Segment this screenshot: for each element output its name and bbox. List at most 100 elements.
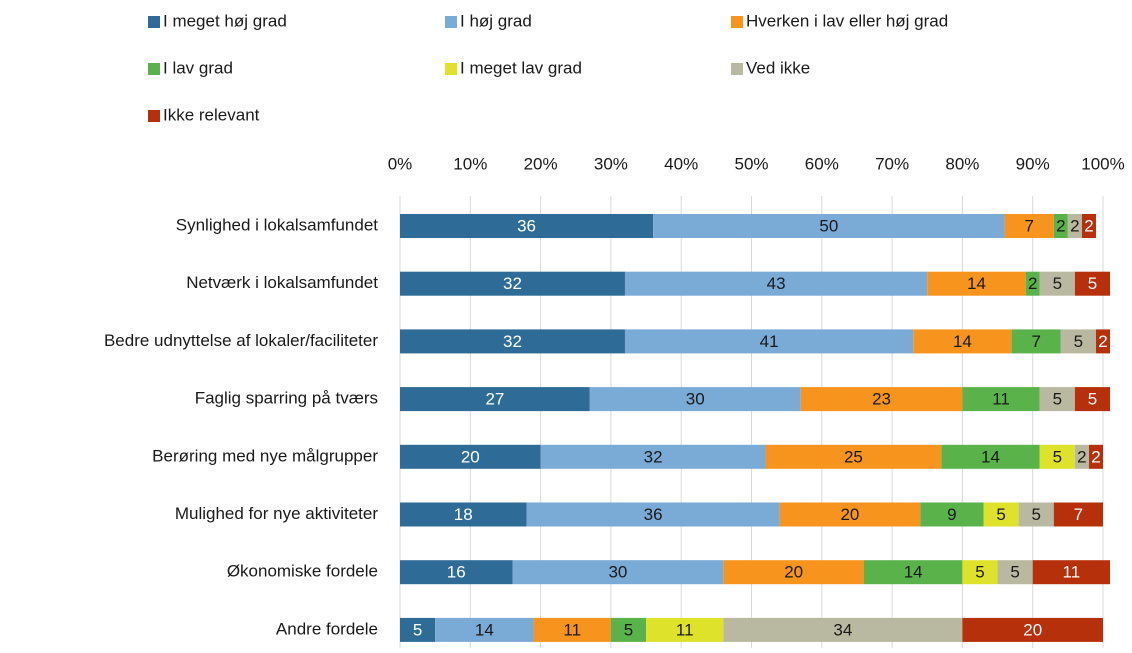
bar-segment — [913, 329, 1012, 354]
data-label: 18 — [454, 505, 473, 524]
bar-segment — [920, 502, 984, 527]
legend-label: Ikke relevant — [163, 105, 260, 124]
x-tick-label: 90% — [1016, 154, 1050, 173]
data-label: 11 — [992, 390, 1010, 409]
data-label: 5 — [1010, 563, 1019, 582]
bar-segment — [533, 617, 611, 642]
legend-swatch — [731, 63, 743, 75]
category-label: Faglig sparring på tværs — [195, 389, 378, 408]
bar-segment — [400, 214, 654, 238]
bar-segment — [962, 387, 1040, 412]
x-tick-label: 20% — [524, 154, 558, 173]
x-tick-label: 70% — [875, 154, 909, 173]
data-label: 36 — [644, 505, 663, 524]
bar-segment — [1053, 214, 1068, 238]
bar-segment — [723, 617, 963, 642]
bar-segment — [610, 617, 647, 642]
bar-segment — [1067, 214, 1082, 238]
data-label: 23 — [872, 390, 891, 409]
bar-segment — [997, 560, 1033, 585]
data-label: 25 — [844, 447, 863, 466]
bar-segment — [1039, 444, 1075, 469]
legend-swatch — [148, 16, 160, 28]
bar-segment — [927, 271, 1026, 296]
bar-segment — [1074, 271, 1111, 296]
bar-segment — [983, 502, 1019, 527]
legend-label: I meget høj grad — [163, 11, 287, 30]
data-label: 14 — [475, 620, 494, 639]
data-label: 11 — [563, 620, 581, 639]
bar-segment — [1074, 387, 1111, 412]
data-label: 20 — [840, 505, 859, 524]
data-label: 34 — [833, 620, 852, 639]
bar-segment — [1004, 214, 1054, 238]
data-label: 20 — [461, 447, 480, 466]
data-label: 32 — [644, 447, 663, 466]
data-label: 5 — [624, 620, 633, 639]
legend-swatch — [445, 63, 457, 75]
bar-segment — [962, 560, 998, 585]
data-label: 2 — [1070, 216, 1079, 235]
data-label: 11 — [1063, 563, 1081, 582]
bar-segment — [624, 329, 914, 354]
bar-segment — [400, 271, 625, 296]
data-label: 20 — [1023, 620, 1042, 639]
bar-segment — [1095, 329, 1111, 354]
data-label: 7 — [1074, 505, 1083, 524]
legend-label: I meget lav grad — [460, 58, 582, 77]
data-label: 9 — [947, 505, 956, 524]
bar-segment — [1018, 502, 1054, 527]
bar-segment — [1053, 502, 1103, 527]
x-tick-label: 10% — [453, 154, 487, 173]
bar-segment — [1074, 444, 1089, 469]
data-label: 30 — [686, 390, 705, 409]
data-label: 36 — [517, 216, 536, 235]
legend-swatch — [148, 110, 160, 122]
data-label: 5 — [1053, 274, 1062, 293]
bar-segment — [1039, 271, 1075, 296]
bar-segment — [1011, 329, 1061, 354]
x-tick-label: 0% — [388, 154, 413, 173]
bar-segment — [941, 444, 1040, 469]
data-label: 5 — [1088, 274, 1097, 293]
data-label: 11 — [676, 620, 694, 639]
bar-segment — [400, 387, 590, 412]
x-tick-label: 60% — [805, 154, 839, 173]
data-label: 2 — [1098, 332, 1107, 351]
data-label: 2 — [1028, 274, 1037, 293]
bar-segment — [1032, 560, 1111, 585]
x-tick-label: 50% — [734, 154, 768, 173]
data-label: 27 — [485, 390, 504, 409]
data-label: 2 — [1056, 216, 1065, 235]
bar-segment — [512, 560, 724, 585]
bar-segment — [1060, 329, 1096, 354]
data-label: 14 — [967, 274, 986, 293]
data-label: 5 — [975, 563, 984, 582]
legend-label: I høj grad — [460, 11, 532, 30]
category-label: Synlighed i lokalsamfundet — [176, 215, 379, 234]
data-label: 7 — [1031, 332, 1040, 351]
x-tick-label: 30% — [594, 154, 628, 173]
data-label: 5 — [1053, 447, 1062, 466]
bar-segment — [1025, 271, 1040, 296]
data-label: 32 — [503, 274, 522, 293]
bar-segment — [400, 617, 436, 642]
category-label: Netværk i lokalsamfundet — [186, 273, 378, 292]
bar-segment — [1039, 387, 1075, 412]
bar-segment — [400, 329, 625, 354]
x-tick-label: 40% — [664, 154, 698, 173]
data-label: 16 — [447, 563, 466, 582]
data-label: 30 — [608, 563, 627, 582]
bar-segment — [962, 617, 1103, 642]
data-label: 2 — [1084, 216, 1093, 235]
bar-segment — [653, 214, 1005, 238]
category-label: Andre fordele — [276, 619, 378, 638]
legend-swatch — [731, 16, 743, 28]
legend-label: Hverken i lav eller høj grad — [746, 11, 948, 30]
category-label: Bedre udnyttelse af lokaler/faciliteter — [104, 331, 378, 350]
data-label: 41 — [760, 332, 779, 351]
data-label: 2 — [1077, 447, 1086, 466]
data-label: 7 — [1024, 216, 1033, 235]
bar-segment — [526, 502, 780, 527]
